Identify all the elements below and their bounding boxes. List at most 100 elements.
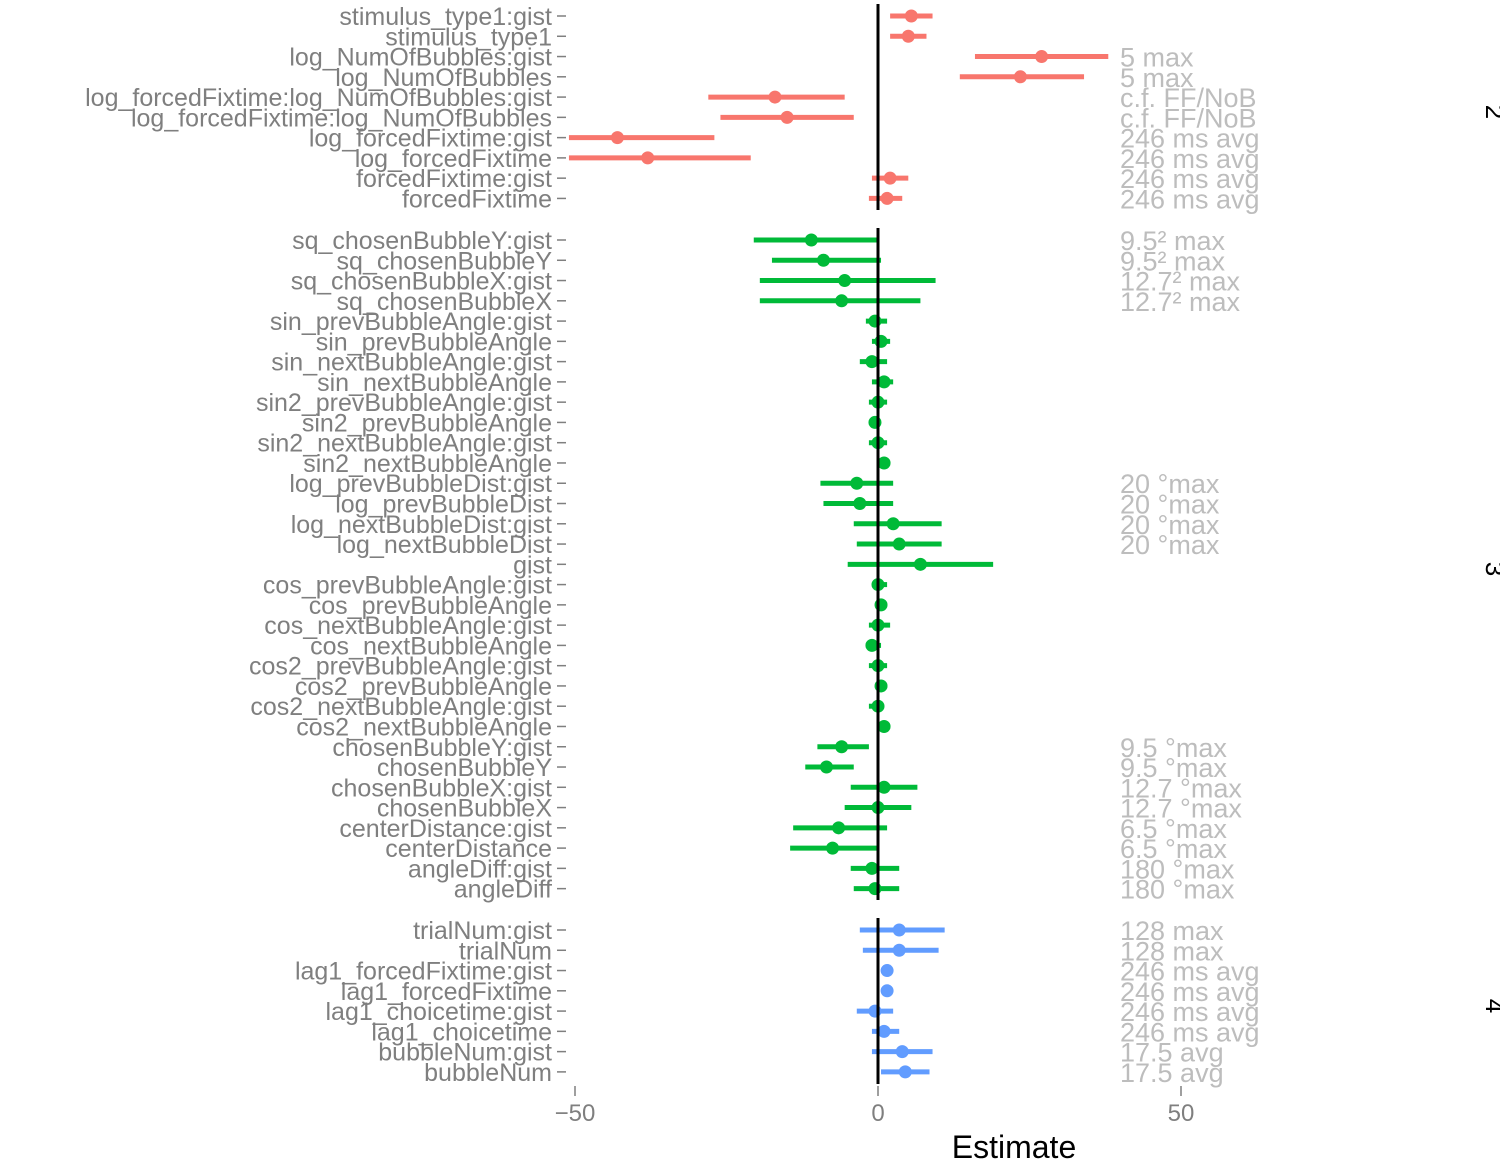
term-label: log_NumOfBubbles <box>335 64 552 92</box>
estimate-point <box>835 740 849 754</box>
term-annotation: 20 °max <box>1120 490 1220 520</box>
term-annotation: 9.5² max <box>1120 226 1226 256</box>
term-label: cos_nextBubbleAngle:gist <box>264 612 552 640</box>
estimate-point <box>883 171 897 185</box>
term-label: trialNum:gist <box>413 917 552 945</box>
term-annotation: 246 ms avg <box>1120 164 1260 194</box>
term-annotation: 12.7² max <box>1120 287 1241 317</box>
term-label: cos2_nextBubbleAngle <box>296 713 552 741</box>
estimate-point <box>1035 50 1049 64</box>
term-label: angleDiff <box>454 876 552 904</box>
estimate-point <box>898 1065 912 1079</box>
term-annotation: 12.7 °max <box>1120 773 1242 803</box>
estimate-point <box>895 1045 909 1059</box>
estimate-point <box>868 314 882 328</box>
term-label: bubbleNum <box>424 1059 552 1087</box>
term-annotation: 246 ms avg <box>1120 957 1260 987</box>
term-label: lag1_forcedFixtime <box>341 978 552 1006</box>
estimate-point <box>610 131 624 145</box>
term-label: cos2_prevBubbleAngle <box>295 673 552 701</box>
estimate-point <box>816 253 830 267</box>
x-tick-label: 0 <box>871 1100 884 1127</box>
term-label: log_prevBubbleDist <box>335 491 552 519</box>
term-label: lag1_choicetime:gist <box>325 998 552 1026</box>
estimate-point <box>804 233 818 247</box>
term-annotation: 20 °max <box>1120 469 1220 499</box>
term-annotation: 12.7 °max <box>1120 794 1242 824</box>
term-annotation: 246 ms avg <box>1120 144 1260 174</box>
estimate-point <box>850 476 864 490</box>
term-annotation: 20 °max <box>1120 530 1220 560</box>
term-label: log_prevBubbleDist:gist <box>289 470 552 498</box>
estimate-point <box>877 1024 891 1038</box>
term-annotation: c.f. FF/NoB <box>1120 83 1257 113</box>
term-label: log_forcedFixtime:gist <box>309 125 552 153</box>
facet-strip-label: 2 <box>1480 105 1500 119</box>
term-annotation: 6.5 °max <box>1120 814 1227 844</box>
term-annotation: 246 ms avg <box>1120 184 1260 214</box>
term-label: chosenBubbleX <box>377 795 552 823</box>
estimate-point <box>877 375 891 389</box>
term-annotation: 9.5 °max <box>1120 733 1227 763</box>
estimate-point <box>880 964 894 978</box>
term-label: sq_chosenBubbleX <box>337 288 553 316</box>
term-annotation: 128 max <box>1120 916 1224 946</box>
estimate-point <box>768 90 782 104</box>
estimate-point <box>865 638 879 652</box>
term-label: cos2_nextBubbleAngle:gist <box>250 693 552 721</box>
term-label: lag1_choicetime <box>371 1018 552 1046</box>
term-annotation: 180 °max <box>1120 875 1235 905</box>
estimate-point <box>868 415 882 429</box>
term-annotation: 5 max <box>1120 43 1194 73</box>
term-label: sin_nextBubbleAngle <box>317 369 552 397</box>
term-label: stimulus_type1 <box>385 23 552 51</box>
estimate-point <box>877 780 891 794</box>
estimate-point <box>868 882 882 896</box>
term-annotation: 9.5² max <box>1120 246 1226 276</box>
term-label: sq_chosenBubbleY:gist <box>292 227 552 255</box>
estimate-point <box>913 557 927 571</box>
term-label: trialNum <box>459 937 552 965</box>
x-axis-title: Estimate <box>952 1129 1076 1162</box>
term-annotation: 6.5 °max <box>1120 834 1227 864</box>
estimate-point <box>880 984 894 998</box>
term-label: sin_nextBubbleAngle:gist <box>271 349 552 377</box>
estimate-point <box>865 355 879 369</box>
estimate-point <box>826 841 840 855</box>
term-label: log_nextBubbleDist:gist <box>291 511 552 539</box>
term-label: chosenBubbleY <box>377 754 552 782</box>
plot-area: stimulus_type1:giststimulus_type1log_Num… <box>85 3 1500 1088</box>
term-label: sin_prevBubbleAngle:gist <box>270 308 552 336</box>
estimate-point <box>892 537 906 551</box>
estimate-point <box>877 719 891 733</box>
facet-strip-label: 4 <box>1480 999 1500 1013</box>
term-label: log_forcedFixtime:log_NumOfBubbles:gist <box>85 84 552 112</box>
term-annotation: 180 °max <box>1120 854 1235 884</box>
estimate-point <box>780 110 794 124</box>
term-label: log_forcedFixtime <box>355 145 552 173</box>
term-label: sin2_nextBubbleAngle <box>303 450 552 478</box>
estimate-point <box>874 598 888 612</box>
term-label: log_forcedFixtime:log_NumOfBubbles <box>131 104 552 132</box>
estimate-point <box>832 821 846 835</box>
term-label: sin2_prevBubbleAngle <box>302 409 552 437</box>
term-annotation: 246 ms avg <box>1120 1017 1260 1047</box>
term-annotation: 9.5 °max <box>1120 753 1227 783</box>
estimate-point <box>880 191 894 205</box>
term-label: log_NumOfBubbles:gist <box>289 44 552 72</box>
estimate-point <box>886 517 900 531</box>
term-label: sq_chosenBubbleY <box>337 247 553 275</box>
term-label: sq_chosenBubbleX:gist <box>291 268 552 296</box>
term-label: angleDiff:gist <box>408 855 552 883</box>
term-annotation: 17.5 avg <box>1120 1058 1224 1088</box>
term-label: sin2_nextBubbleAngle:gist <box>257 430 552 458</box>
estimate-point <box>901 29 915 43</box>
term-label: lag1_forcedFixtime:gist <box>295 958 552 986</box>
term-label: forcedFixtime:gist <box>356 165 552 193</box>
estimate-point <box>874 679 888 693</box>
estimate-point <box>892 943 906 957</box>
estimate-point <box>835 294 849 308</box>
term-label: cos2_prevBubbleAngle:gist <box>249 653 552 681</box>
estimate-point <box>892 923 906 937</box>
